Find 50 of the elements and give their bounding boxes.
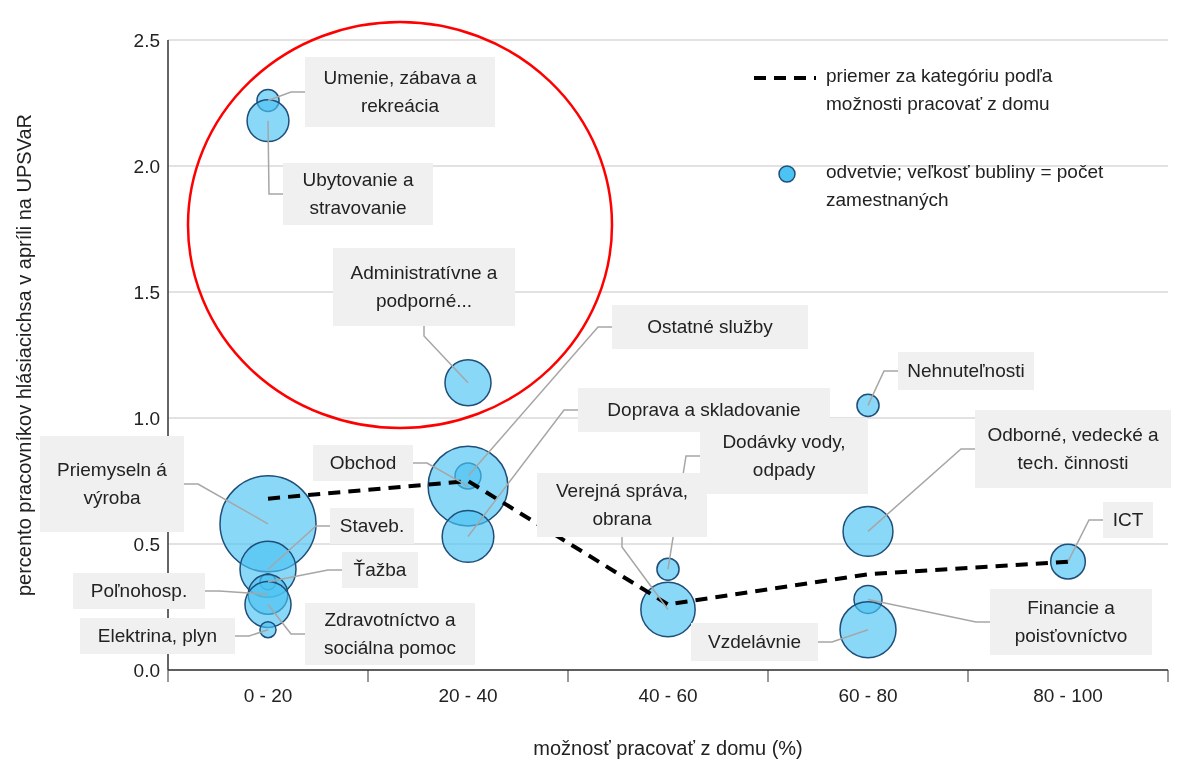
y-tick-label: 2.0 [133, 155, 160, 177]
y-tick-label: 0.0 [133, 659, 160, 681]
label-box: Nehnuteľnosti [898, 352, 1034, 390]
label-box: Ostatné služby [612, 305, 808, 349]
annotation: Administratívne a podporné... [349, 261, 499, 313]
y-axis-title: percento pracovníkov hlásiacichsa v apríli na UPSVaR [13, 113, 36, 597]
y-tick-label: 2.5 [133, 29, 160, 51]
y-tick-label: 1.5 [133, 281, 160, 303]
legend-label: odvetvie; veľkosť bubliny = počet zamestnaných [826, 160, 1105, 212]
label-box: Odborné, vedecké a tech. činnosti [975, 410, 1171, 488]
label-box: Umenie, zábava a rekreácia [305, 57, 495, 127]
annotation: Dodávky vody, odpady [721, 430, 847, 482]
y-tick-label: 1.0 [133, 407, 160, 429]
label-box: Administratívne a podporné... [333, 248, 515, 326]
annotation: Verejná správa, obrana [555, 479, 689, 531]
label-box: Financie a poisťovníctvo [990, 589, 1152, 655]
label-box: ICT [1103, 502, 1153, 538]
legend-label: priemer za kategóriu podľa možnosti pracovať z domu [826, 64, 1054, 116]
x-tick-label: 20 - 40 [438, 685, 498, 706]
annotation: Priemyseln á výroba [56, 458, 168, 510]
x-tick-label: 60 - 80 [838, 685, 898, 706]
annotation: Poľnohosp. [90, 579, 188, 603]
label-box: Zdravotníctvo a sociálna pomoc [305, 603, 475, 665]
annotation: Vzdelávnie [708, 630, 801, 654]
y-tick-label: 0.5 [133, 533, 160, 555]
label-box: Verejná správa, obrana [537, 473, 707, 537]
label-box: Poľnohosp. [73, 573, 205, 609]
x-tick-label: 0 - 20 [243, 685, 293, 706]
label-box: Vzdelávnie [691, 623, 818, 661]
annotation: Ťažba [353, 558, 407, 582]
annotation: ICT [1112, 508, 1144, 532]
annotation: Financie a poisťovníctvo [1013, 596, 1129, 648]
annotation: Zdravotníctvo a sociálna pomoc [323, 608, 457, 660]
label-box: Ťažba [342, 552, 418, 588]
annotation: Ubytovanie a stravovanie [301, 168, 415, 220]
label-box: Staveb. [330, 508, 414, 544]
annotation: Staveb. [339, 514, 405, 538]
x-axis-title: možnosť pracovať z domu (%) [533, 737, 803, 759]
label-box: Elektrina, plyn [80, 618, 235, 654]
annotation: Obchod [329, 451, 397, 475]
label-box: Ubytovanie a stravovanie [283, 163, 433, 225]
annotation: Umenie, zábava a rekreácia [322, 66, 478, 118]
annotation: Nehnuteľnosti [907, 359, 1025, 383]
x-tick-label: 80 - 100 [1033, 685, 1103, 706]
x-tick-label: 40 - 60 [638, 685, 698, 706]
annotation: Elektrina, plyn [97, 624, 218, 648]
label-box: Obchod [313, 445, 413, 481]
annotation: Ostatné služby [647, 315, 773, 339]
label-box: Priemyseln á výroba [40, 436, 184, 532]
annotation: Odborné, vedecké a tech. činnosti [986, 423, 1160, 475]
